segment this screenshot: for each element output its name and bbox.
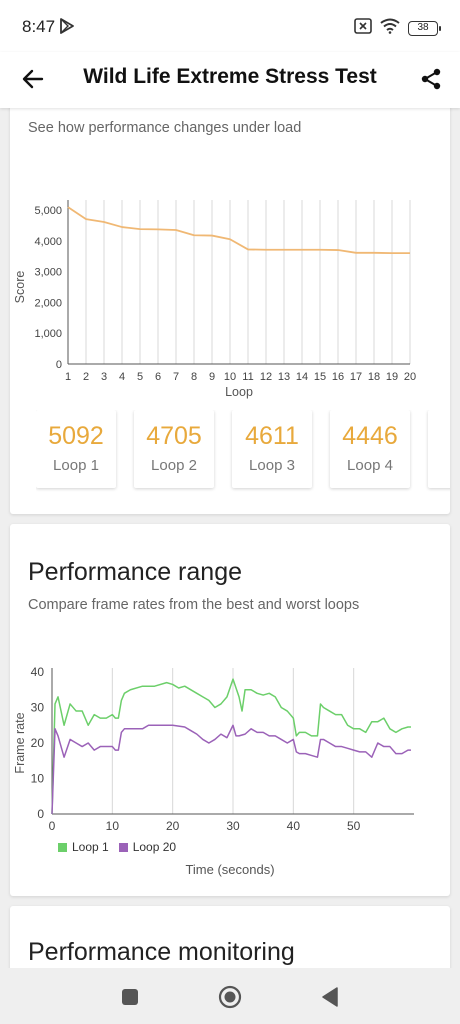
status-time: 8:47	[22, 17, 56, 36]
y-tick-label: 3,000	[34, 267, 62, 279]
system-nav-bar	[0, 968, 460, 1024]
x-tick-label: 6	[155, 371, 161, 383]
square-icon	[122, 989, 138, 1005]
x-tick-label: 9	[209, 371, 215, 383]
x-tick-label: 11	[242, 371, 253, 383]
y-tick-label: 0	[56, 359, 62, 371]
loop-card[interactable]: 5092 Loop 1	[36, 410, 116, 488]
x-axis-title: Time (seconds)	[185, 862, 275, 877]
x-tick-label: 12	[260, 371, 272, 383]
loop-label: Loop 3	[249, 457, 295, 474]
loop-card[interactable]: 4705 Loop 2	[134, 410, 214, 488]
y-axis-title: Frame rate	[13, 712, 27, 773]
legend-label: Loop 20	[132, 840, 177, 854]
loop-score: 4611	[245, 422, 299, 450]
y-tick-label: 1,000	[34, 328, 62, 340]
x-tick-label: 20	[404, 371, 416, 383]
x-tick-label: 15	[314, 371, 326, 383]
loop-label: Loop 2	[151, 457, 197, 474]
y-tick-label: 5,000	[34, 205, 62, 217]
x-tick-label: 14	[296, 371, 308, 383]
score-chart: 1 2 3 4 5 6 7 8 9 10 11 12 13 14 15 16 17 18 19 2001,0002,0…	[13, 200, 416, 399]
back-arrow-icon	[22, 69, 44, 89]
play-store-icon	[60, 18, 74, 39]
x-tick-label: 2	[83, 371, 89, 383]
loop-card[interactable]: 4611 Loop 3	[232, 410, 312, 488]
x-tick-label: 10	[224, 371, 236, 383]
x-tick-label: 3	[101, 371, 107, 383]
legend-item-loop20: Loop 20	[118, 840, 177, 854]
legend-item-loop1: Loop 1	[58, 840, 109, 854]
x-tick-label: 18	[368, 371, 380, 383]
x-tick-label: 40	[287, 819, 301, 833]
x-tick-label: 8	[191, 371, 197, 383]
loop-label: Loop 1	[53, 457, 99, 474]
y-tick-label: 2,000	[34, 297, 62, 309]
stability-subtitle: See how performance changes under load	[28, 120, 302, 136]
x-tick-label: 17	[350, 371, 362, 383]
app-bar: Wild Life Extreme Stress Test	[0, 52, 460, 108]
monitoring-title: Performance monitoring	[28, 938, 295, 966]
y-tick-label: 4,000	[34, 236, 62, 248]
back-nav-button[interactable]	[318, 985, 342, 1009]
share-icon	[421, 68, 441, 90]
status-bar: 8:47 38	[0, 0, 460, 52]
x-tick-label: 19	[386, 371, 398, 383]
frame-rate-chart: 0 10 20 30 40 50 0 10 20 30 40 Frame rate	[13, 665, 414, 833]
x-tick-label: 1	[65, 371, 71, 383]
y-tick-label: 20	[31, 736, 45, 750]
battery-icon: 38	[408, 21, 441, 36]
range-subtitle: Compare frame rates from the best and wo…	[28, 597, 360, 613]
range-title: Performance range	[28, 558, 243, 586]
score-series-line	[67, 206, 410, 255]
loop-score: 5092	[48, 422, 104, 450]
circle-icon	[218, 985, 242, 1009]
back-button[interactable]	[18, 64, 48, 94]
y-tick-label: 40	[31, 665, 45, 679]
x-tick-label: 20	[166, 819, 180, 833]
home-button[interactable]	[218, 985, 242, 1009]
page-title: Wild Life Extreme Stress Test	[83, 65, 377, 88]
chart-legend: Loop 1 Loop 20	[58, 840, 176, 854]
y-tick-label: 0	[37, 807, 44, 821]
range-card: Performance range Compare frame rates fr…	[10, 524, 450, 896]
sim-off-icon	[354, 18, 372, 39]
x-tick-label: 16	[332, 371, 344, 383]
loop-label: Loop 4	[347, 457, 393, 474]
x-tick-label: 0	[49, 819, 56, 833]
x-tick-label: 50	[347, 819, 361, 833]
x-axis-title: Loop	[225, 385, 253, 399]
legend-label: Loop 1	[72, 840, 109, 854]
loop20-series-line	[51, 724, 411, 815]
loop-card[interactable]: 4446 Loop 4	[330, 410, 410, 488]
loop-scores-carousel[interactable]: 5092 Loop 1 4705 Loop 2 4611 Loop 3 4446…	[36, 410, 450, 494]
share-button[interactable]	[416, 64, 446, 94]
y-axis-title: Score	[13, 271, 27, 304]
x-tick-label: 7	[173, 371, 179, 383]
x-tick-label: 4	[119, 371, 125, 383]
loop-card-partial[interactable]	[428, 410, 450, 488]
x-tick-label: 30	[226, 819, 240, 833]
legend-swatch	[118, 842, 128, 852]
loop1-series-line	[51, 678, 411, 815]
wifi-icon	[380, 18, 400, 39]
legend-swatch	[58, 842, 67, 852]
recents-button[interactable]	[118, 985, 142, 1009]
triangle-back-icon	[322, 987, 338, 1007]
x-tick-label: 13	[278, 371, 290, 383]
loop-score: 4705	[146, 422, 202, 450]
y-tick-label: 30	[31, 701, 45, 715]
loop-score: 4446	[342, 422, 398, 450]
y-tick-label: 10	[31, 772, 45, 786]
x-tick-label: 10	[106, 819, 120, 833]
stability-card: See how performance changes under load 1…	[10, 92, 450, 514]
x-tick-label: 5	[137, 371, 143, 383]
